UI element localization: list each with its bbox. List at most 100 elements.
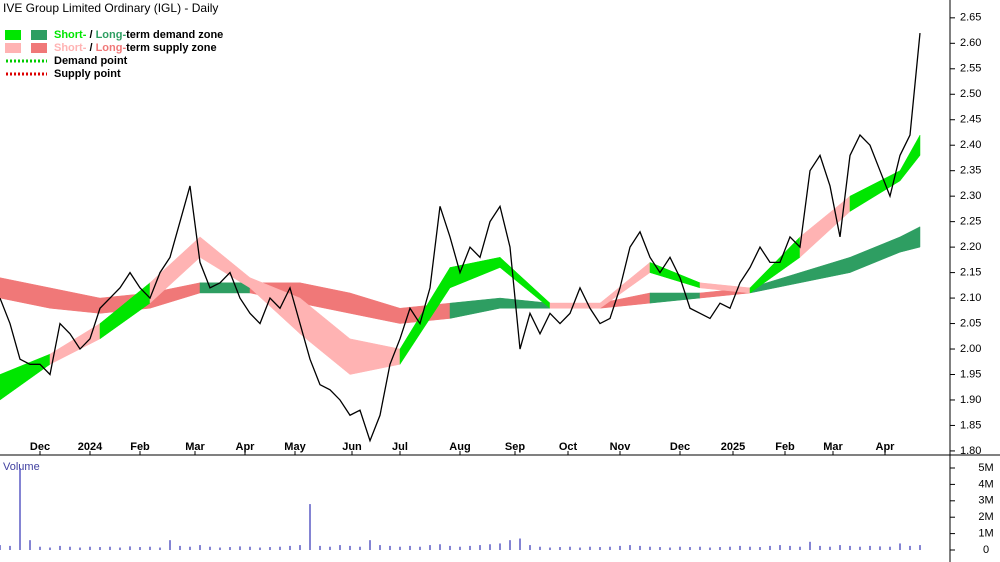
y-tick-label: 2.40	[960, 139, 981, 151]
volume-bar	[639, 545, 641, 550]
volume-bar	[289, 545, 291, 550]
volume-bar	[889, 546, 891, 550]
volume-bar	[609, 546, 611, 550]
volume-bar	[449, 545, 451, 550]
y-tick-label: 5M	[978, 462, 993, 474]
y-tick-label: 2.50	[960, 88, 981, 100]
legend-label-part: Short-	[54, 42, 87, 54]
volume-bar	[69, 546, 71, 550]
volume-bar	[799, 546, 801, 550]
volume-bar	[859, 546, 861, 550]
chart-title: IVE Group Limited Ordinary (IGL) - Daily	[3, 1, 218, 15]
legend-label-part: term supply zone	[126, 42, 216, 54]
volume-bar	[619, 545, 621, 550]
volume-bar	[329, 546, 331, 550]
volume-bar	[839, 545, 841, 550]
volume-bar	[39, 546, 41, 550]
x-tick-label: Mar	[185, 441, 205, 453]
volume-bar	[309, 504, 311, 550]
volume-bar	[479, 545, 481, 550]
volume-bar	[239, 546, 241, 550]
y-tick-label: 2.05	[960, 317, 981, 329]
volume-bar	[339, 545, 341, 550]
x-tick-label: Feb	[130, 441, 150, 453]
volume-bar	[179, 545, 181, 550]
volume-bar	[169, 540, 171, 550]
x-tick-label: Dec	[670, 441, 690, 453]
volume-bar	[209, 546, 211, 550]
legend-label-part: term demand zone	[126, 29, 223, 41]
volume-bar	[459, 546, 461, 550]
volume-bar	[669, 547, 671, 550]
volume-bar	[529, 545, 531, 550]
x-tick-label: Feb	[775, 441, 795, 453]
x-tick-label: 2025	[721, 441, 745, 453]
legend-label-part: /	[86, 42, 95, 54]
volume-bar	[689, 547, 691, 550]
y-tick-label: 1.80	[960, 445, 981, 457]
volume-bar	[119, 547, 121, 550]
y-tick-label: 2.15	[960, 266, 981, 278]
x-tick-label: Apr	[876, 441, 896, 453]
volume-bar	[909, 545, 911, 550]
volume-bar	[809, 541, 811, 550]
volume-bar	[319, 545, 321, 550]
volume-bar	[539, 546, 541, 550]
short-zone	[899, 134, 921, 182]
volume-bar	[259, 547, 261, 550]
volume-bar	[0, 545, 1, 550]
volume-bar	[279, 546, 281, 550]
volume-bar	[549, 547, 551, 550]
volume-bar	[159, 547, 161, 550]
volume-bar	[349, 545, 351, 550]
volume-bar	[879, 546, 881, 550]
volume-bar	[29, 540, 31, 550]
long-zone	[199, 282, 251, 294]
volume-bar	[409, 545, 411, 550]
legend-swatch	[31, 43, 47, 53]
y-tick-label: 2.55	[960, 63, 981, 75]
volume-bar	[729, 546, 731, 550]
legend-label-part: Demand point	[54, 55, 128, 67]
legend-label-part: /	[86, 29, 95, 41]
volume-bar	[709, 547, 711, 550]
volume-bar	[759, 547, 761, 550]
y-tick-label: 2.25	[960, 216, 981, 228]
y-tick-label: 2.20	[960, 241, 981, 253]
volume-bar	[399, 546, 401, 550]
volume-bar	[139, 547, 141, 550]
legend-label-part: Supply point	[54, 68, 121, 80]
short-zone	[549, 302, 601, 309]
legend-label: Short- / Long-term demand zone	[54, 29, 223, 41]
volume-bar	[269, 547, 271, 550]
legend-label-part: Long-	[96, 29, 127, 41]
volume-bar	[79, 547, 81, 550]
volume-bar	[19, 468, 21, 550]
y-tick-label: 2.30	[960, 190, 981, 202]
volume-bar	[779, 545, 781, 550]
y-tick-label: 4M	[978, 478, 993, 490]
volume-bar	[429, 545, 431, 550]
legend-label-part: Short-	[54, 29, 87, 41]
volume-bar	[189, 546, 191, 550]
volume-bar	[679, 546, 681, 550]
volume-bar	[739, 545, 741, 550]
y-tick-label: 1.85	[960, 419, 981, 431]
y-tick-label: 0	[983, 544, 989, 556]
x-tick-label: 2024	[78, 441, 103, 453]
volume-bar	[469, 545, 471, 550]
volume-bar	[849, 545, 851, 550]
volume-bar	[749, 546, 751, 550]
volume-bar	[659, 547, 661, 550]
volume-bar	[489, 544, 491, 550]
volume-bar	[649, 546, 651, 550]
price-line	[0, 33, 921, 443]
volume-bar	[629, 545, 631, 550]
y-tick-label: 2.00	[960, 343, 981, 355]
volume-bar	[769, 545, 771, 550]
x-tick-label: Sep	[505, 441, 525, 453]
x-tick-label: May	[284, 441, 306, 453]
x-tick-label: Oct	[559, 441, 578, 453]
volume-bar	[99, 547, 101, 550]
x-tick-label: Jul	[392, 441, 408, 453]
